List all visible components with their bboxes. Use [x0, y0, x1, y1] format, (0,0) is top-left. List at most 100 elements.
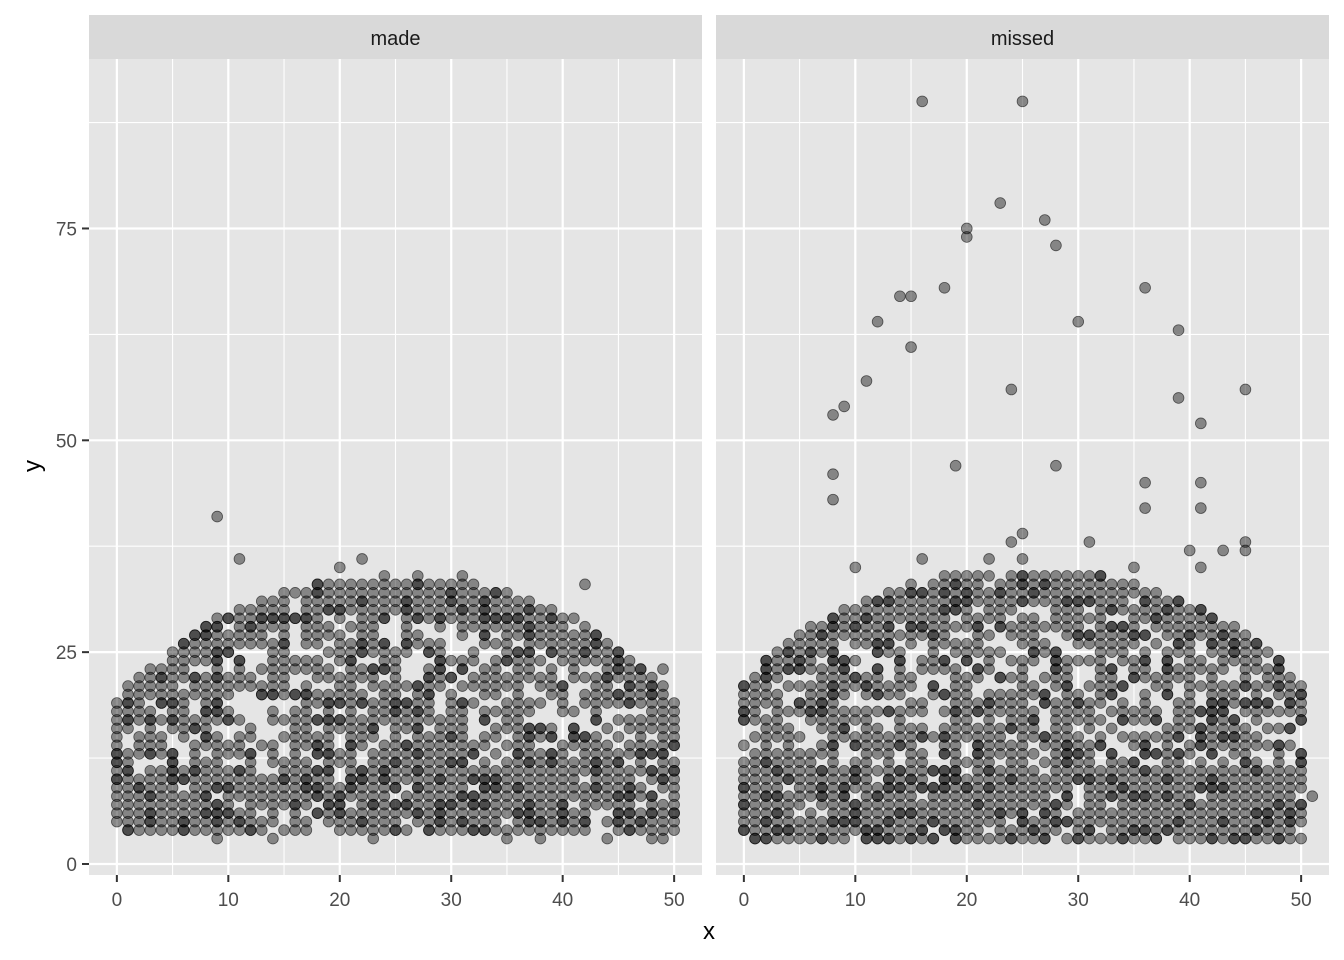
point — [938, 629, 951, 641]
point — [478, 739, 491, 752]
point — [804, 748, 817, 760]
point — [1094, 714, 1107, 726]
point — [1195, 756, 1207, 769]
point — [556, 612, 569, 625]
x-tick-label: 10 — [218, 890, 239, 911]
point — [1050, 697, 1062, 709]
point — [367, 629, 380, 641]
point — [749, 671, 761, 684]
point — [233, 654, 246, 667]
point-outlier — [1072, 315, 1085, 328]
point-outlier — [949, 459, 962, 472]
point — [1016, 654, 1029, 667]
point — [1239, 629, 1252, 641]
point — [1072, 688, 1085, 701]
point — [668, 790, 680, 802]
point — [994, 612, 1007, 625]
point — [255, 629, 268, 641]
point — [827, 748, 839, 760]
point — [1094, 798, 1107, 811]
point — [278, 731, 290, 743]
point — [1016, 807, 1029, 819]
point — [894, 688, 906, 701]
point — [1295, 680, 1307, 692]
point — [1005, 570, 1018, 582]
point — [1072, 570, 1085, 582]
point — [556, 748, 569, 760]
point — [1050, 807, 1062, 819]
point — [478, 629, 491, 641]
point — [838, 688, 850, 701]
point — [1016, 612, 1029, 625]
point — [601, 815, 614, 828]
point — [894, 629, 906, 641]
point — [490, 587, 502, 599]
y-tick-label: 25 — [56, 643, 77, 664]
point — [793, 697, 806, 709]
point — [367, 731, 380, 743]
point — [389, 654, 402, 667]
point — [579, 824, 591, 836]
point — [501, 671, 513, 684]
point — [166, 646, 179, 658]
point — [972, 637, 984, 650]
point — [838, 705, 850, 718]
point — [311, 612, 324, 625]
point — [267, 595, 279, 608]
point — [556, 680, 569, 692]
point — [367, 697, 380, 709]
point-outlier — [1128, 561, 1140, 574]
point — [838, 722, 850, 735]
point — [322, 663, 335, 675]
point — [860, 671, 873, 684]
point — [300, 815, 313, 828]
point — [838, 790, 850, 802]
point — [793, 731, 806, 743]
point — [1061, 722, 1073, 735]
point-outlier — [1306, 790, 1319, 802]
point — [322, 688, 335, 701]
point — [111, 731, 123, 743]
point — [782, 790, 795, 802]
point — [278, 714, 290, 726]
point — [1105, 722, 1118, 735]
point — [434, 637, 446, 650]
point — [378, 637, 391, 650]
point — [623, 739, 636, 752]
point — [994, 815, 1007, 828]
point-outlier — [1273, 832, 1285, 845]
point — [782, 722, 795, 735]
point — [378, 612, 391, 625]
point — [189, 671, 201, 684]
point — [972, 697, 984, 709]
point — [456, 629, 469, 641]
point — [255, 773, 268, 786]
point — [1094, 739, 1107, 752]
point — [1117, 731, 1129, 743]
point — [916, 824, 928, 836]
point-outlier — [367, 832, 380, 845]
point — [938, 612, 951, 625]
point — [1284, 739, 1296, 752]
point-outlier — [827, 468, 839, 481]
point — [927, 764, 940, 777]
point — [623, 714, 636, 726]
point — [1038, 637, 1051, 650]
point — [423, 637, 435, 650]
point — [849, 671, 862, 684]
point — [467, 646, 480, 658]
point — [657, 748, 669, 760]
point — [1027, 705, 1040, 718]
point — [177, 764, 190, 777]
point — [311, 637, 324, 650]
point — [882, 731, 895, 743]
point — [556, 798, 569, 811]
point — [634, 807, 647, 819]
point — [871, 663, 884, 675]
point — [1117, 620, 1129, 633]
point — [267, 739, 279, 752]
point — [1183, 739, 1196, 752]
point — [916, 748, 928, 760]
point — [267, 807, 279, 819]
point — [1094, 570, 1107, 582]
